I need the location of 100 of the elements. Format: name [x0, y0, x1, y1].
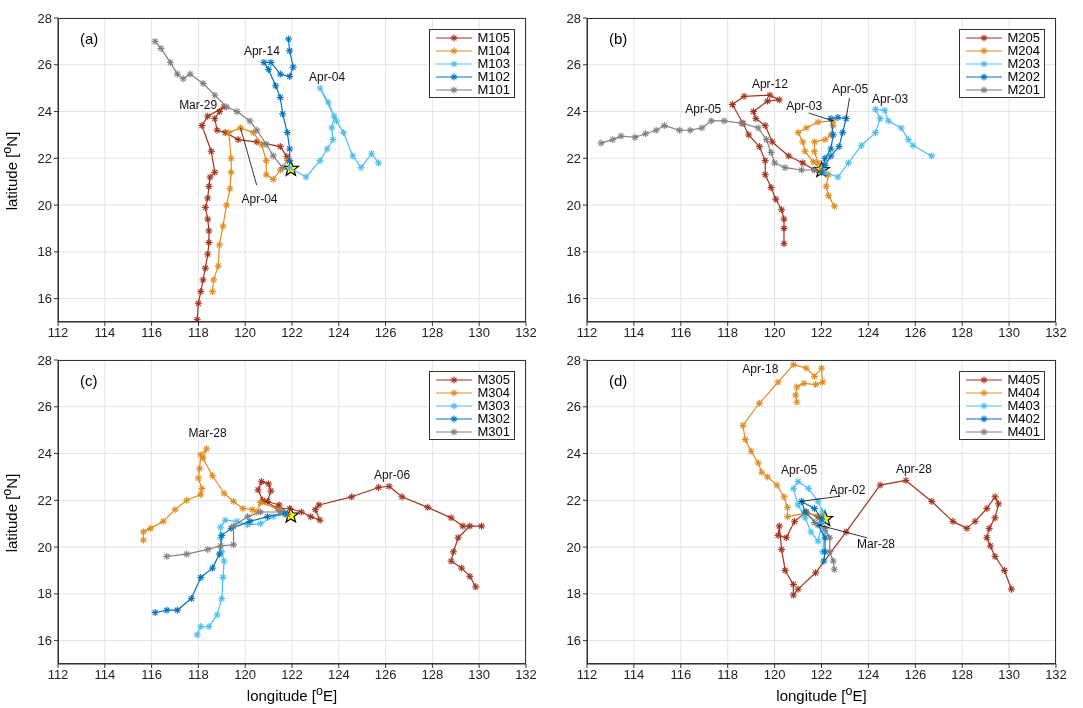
x-tick-label: 112 — [47, 667, 69, 683]
x-tick-label: 122 — [810, 667, 833, 683]
x-tick-label: 116 — [670, 667, 692, 683]
x-tick-label: 122 — [810, 325, 833, 341]
y-tick-label: 20 — [37, 197, 52, 213]
annotation: Apr-04 — [309, 70, 346, 85]
y-tick-label: 18 — [566, 586, 581, 602]
x-tick-label: 124 — [327, 667, 350, 683]
legend-label: M101 — [477, 82, 510, 97]
y-tick-label: 20 — [566, 197, 581, 213]
x-tick-label: 132 — [515, 325, 537, 341]
y-tick-label: 24 — [37, 446, 52, 462]
annotation: Apr-04 — [241, 192, 278, 207]
x-tick-label: 124 — [857, 667, 880, 683]
y-tick-label: 18 — [566, 244, 581, 260]
x-tick-label: 120 — [763, 667, 786, 683]
legend-label: M104 — [477, 43, 510, 58]
annotation: Apr-02 — [829, 482, 866, 497]
x-tick-label: 124 — [327, 325, 350, 341]
legend-label: M404 — [1007, 385, 1040, 400]
legend-label: M105 — [477, 30, 510, 45]
x-tick-label: 132 — [515, 667, 537, 683]
y-tick-label: 22 — [37, 150, 52, 166]
y-tick-label: 16 — [37, 633, 52, 649]
x-tick-label: 112 — [47, 325, 69, 341]
annotation: (a) — [80, 30, 99, 47]
x-tick-label: 126 — [374, 667, 397, 683]
annotation: Mar-28 — [188, 426, 227, 441]
annotation: Apr-03 — [872, 92, 909, 107]
x-tick-label: 122 — [281, 667, 303, 683]
y-tick-label: 24 — [566, 446, 581, 462]
x-tick-label: 116 — [670, 325, 692, 341]
x-tick-label: 126 — [904, 667, 927, 683]
x-tick-label: 128 — [421, 325, 444, 341]
x-tick-label: 116 — [141, 667, 162, 683]
y-tick-label: 26 — [566, 399, 581, 415]
x-tick-label: 130 — [998, 667, 1020, 683]
x-tick-label: 130 — [998, 325, 1020, 341]
x-tick-label: 120 — [763, 325, 786, 341]
y-tick-label: 16 — [37, 291, 52, 307]
annotation: Apr-14 — [243, 43, 281, 58]
x-tick-label: 118 — [188, 667, 209, 683]
y-tick-label: 18 — [37, 244, 52, 260]
legend-label: M201 — [1007, 82, 1040, 97]
y-tick-label: 24 — [566, 104, 581, 120]
x-axis-title: longitude [$^{o}$E] — [245, 684, 339, 704]
x-tick-label: 124 — [857, 325, 880, 341]
annotation: Apr-12 — [751, 77, 789, 92]
x-tick-label: 118 — [717, 325, 739, 341]
y-tick-label: 16 — [566, 633, 581, 649]
x-tick-label: 114 — [623, 325, 645, 341]
x-tick-label: 120 — [234, 667, 257, 683]
x-tick-label: 128 — [951, 325, 974, 341]
annotation: Apr-28 — [895, 461, 933, 476]
y-tick-label: 26 — [37, 57, 52, 73]
y-tick-label: 28 — [566, 352, 581, 368]
legend-label: M205 — [1007, 30, 1040, 45]
legend-label: M301 — [477, 424, 510, 439]
legend-label: M402 — [1007, 411, 1040, 426]
y-tick-label: 24 — [37, 104, 52, 120]
x-tick-label: 112 — [576, 325, 598, 341]
y-tick-label: 28 — [37, 10, 52, 26]
annotation: Mar-28 — [856, 537, 896, 552]
x-tick-label: 130 — [468, 325, 491, 341]
annotation: Apr-18 — [742, 361, 779, 376]
y-tick-label: 22 — [566, 150, 581, 166]
legend-label: M202 — [1007, 69, 1040, 84]
legend-label: M305 — [477, 372, 510, 387]
x-tick-label: 116 — [141, 325, 162, 341]
x-tick-label: 128 — [951, 667, 974, 683]
legend-label: M304 — [477, 385, 510, 400]
legend-label: M102 — [477, 69, 510, 84]
x-tick-label: 126 — [374, 325, 397, 341]
annotation: (d) — [609, 372, 628, 389]
x-tick-label: 114 — [94, 325, 116, 341]
y-tick-label: 26 — [37, 399, 52, 415]
x-tick-label: 118 — [188, 325, 209, 341]
annotation: Apr-03 — [786, 99, 823, 114]
x-tick-label: 126 — [904, 325, 927, 341]
annotation: (b) — [609, 30, 628, 47]
x-tick-label: 132 — [1045, 667, 1067, 683]
y-tick-label: 28 — [37, 352, 52, 368]
annotation: Mar-29 — [179, 98, 218, 113]
x-tick-label: 132 — [1045, 325, 1067, 341]
legend-label: M405 — [1007, 372, 1040, 387]
annotation: Apr-05 — [832, 81, 869, 96]
annotation: Apr-05 — [685, 102, 722, 117]
x-tick-label: 118 — [717, 667, 739, 683]
x-tick-label: 120 — [234, 325, 257, 341]
y-tick-label: 26 — [566, 57, 581, 73]
y-tick-label: 22 — [566, 492, 581, 508]
x-tick-label: 114 — [623, 667, 645, 683]
y-tick-label: 28 — [566, 10, 581, 26]
annotation: (c) — [80, 372, 98, 389]
y-tick-label: 16 — [566, 291, 581, 307]
x-tick-label: 114 — [94, 667, 116, 683]
x-tick-label: 130 — [468, 667, 491, 683]
y-tick-label: 20 — [37, 539, 52, 555]
legend-label: M401 — [1007, 424, 1040, 439]
y-tick-label: 22 — [37, 492, 52, 508]
